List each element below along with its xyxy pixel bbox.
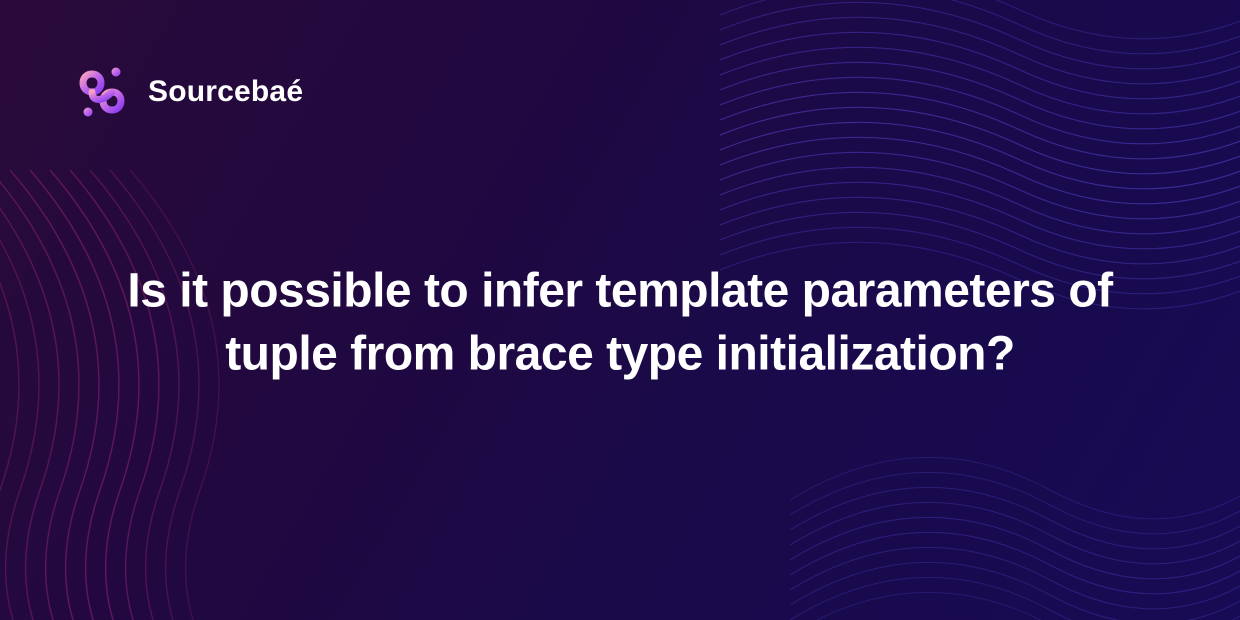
banner-canvas: Sourcebaé Is it possible to infer templa… [0,0,1240,620]
brand-logo: Sourcebaé [70,60,303,124]
logo-mark-icon [70,60,134,124]
wave-mesh-bottom-left [0,170,500,620]
headline-text: Is it possible to infer template paramet… [110,259,1130,386]
brand-name: Sourcebaé [148,75,303,109]
